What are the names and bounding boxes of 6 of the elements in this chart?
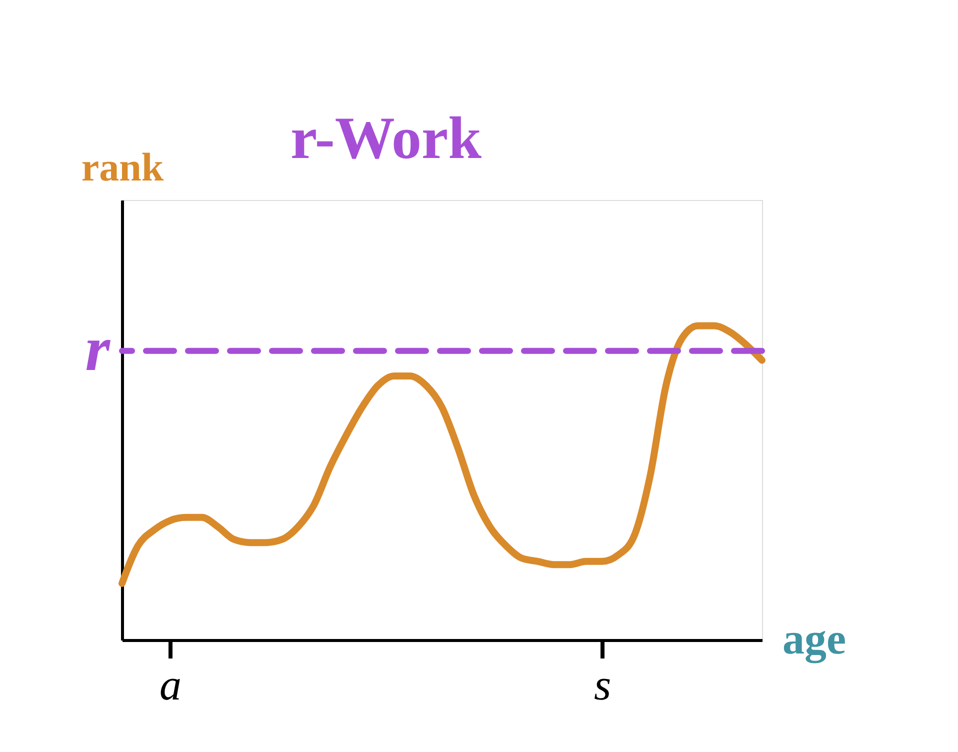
ref-line-label: r: [85, 312, 112, 384]
text: r-Work: [290, 105, 482, 171]
x-tick-label: s: [594, 660, 612, 710]
y-axis-title: rank: [81, 144, 164, 190]
x-axis-title: age: [782, 614, 846, 664]
x-tick-label: a: [160, 660, 182, 710]
